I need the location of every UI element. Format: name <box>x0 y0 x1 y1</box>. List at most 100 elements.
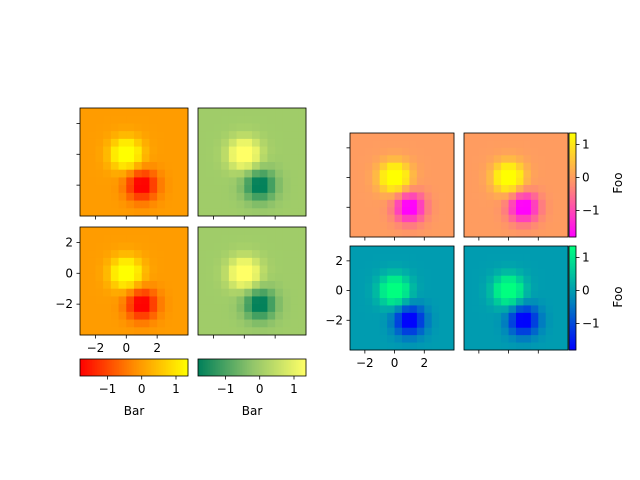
heatmap-cell <box>198 304 207 313</box>
colorbar-segment <box>233 359 236 376</box>
colorbar-segment <box>258 359 261 376</box>
heatmap-cell <box>134 115 143 124</box>
heatmap-cell <box>560 185 569 193</box>
colorbar-segment <box>569 267 576 270</box>
colorbar-segment <box>569 348 576 351</box>
heatmap-cell <box>394 312 403 321</box>
colorbar-segment <box>569 194 576 197</box>
heatmap-cell <box>213 265 222 274</box>
heatmap-cell <box>126 185 135 194</box>
heatmap-cell <box>80 288 89 297</box>
heatmap-cell <box>205 108 214 117</box>
right-panel-bottom-left: −2 0 220−2 <box>325 245 455 370</box>
colorbar-segment <box>569 172 576 175</box>
y-tick-label: 2 <box>335 254 343 268</box>
heatmap-cell <box>228 265 237 274</box>
heatmap-cell <box>275 234 284 243</box>
heatmap-cell <box>478 335 487 343</box>
colorbar-segment <box>110 359 113 376</box>
heatmap-cell <box>221 273 230 282</box>
heatmap-cell <box>282 108 291 117</box>
heatmap-cell <box>141 227 150 236</box>
heatmap-cell <box>416 229 425 238</box>
colorbar-segment <box>569 340 576 343</box>
heatmap-cell <box>172 162 181 171</box>
heatmap-cell <box>252 185 261 194</box>
heatmap-cell <box>80 123 89 132</box>
heatmap-cell <box>402 192 410 201</box>
heatmap-cell <box>236 281 245 290</box>
heatmap-cell <box>157 123 166 132</box>
heatmap-cell <box>282 281 291 290</box>
panel-frame <box>349 245 455 351</box>
heatmap-cell <box>508 155 517 164</box>
heatmap-cell <box>118 327 127 336</box>
heatmap-cell <box>252 281 261 290</box>
colorbar-segment <box>115 359 118 376</box>
heatmap-cell <box>478 207 487 216</box>
heatmap-cell <box>149 138 158 147</box>
heatmap-cell <box>110 138 119 147</box>
heatmap-cell <box>221 234 230 243</box>
heatmap-cell <box>387 260 395 269</box>
heatmap-cell <box>275 138 284 147</box>
heatmap-cell <box>486 140 495 149</box>
colorbar-segment <box>569 154 576 157</box>
heatmap-cell <box>464 229 472 238</box>
heatmap-cell <box>530 177 539 186</box>
colorbar-segment <box>198 359 201 376</box>
heatmap-cell <box>553 222 561 230</box>
heatmap-cell <box>471 214 480 223</box>
heatmap-cell <box>530 283 539 291</box>
heatmap-cell <box>464 214 472 223</box>
heatmap-cell <box>538 155 547 164</box>
colorbar-segment <box>98 359 101 376</box>
heatmap-cell <box>501 283 509 291</box>
heatmap-cell <box>446 290 455 299</box>
heatmap-cell <box>394 185 403 193</box>
heatmap-cell <box>228 311 237 320</box>
heatmap-cell <box>431 283 440 291</box>
heatmap-cell <box>416 298 425 306</box>
heatmap-cell <box>221 146 230 155</box>
heatmap-cell <box>523 133 532 141</box>
heatmap-cell <box>87 115 96 124</box>
heatmap-cell <box>213 327 222 336</box>
heatmap-cell <box>252 234 261 243</box>
colorbar-tick-label: −1 <box>582 317 600 331</box>
heatmap-cell <box>516 170 524 178</box>
heatmap-cell <box>236 162 245 171</box>
heatmap-cell <box>364 214 373 223</box>
heatmap-cell <box>357 192 366 201</box>
heatmap-cell <box>416 305 425 314</box>
heatmap-cell <box>516 147 524 156</box>
heatmap-cell <box>478 283 487 291</box>
heatmap-cell <box>298 169 307 178</box>
heatmap-cell <box>290 242 299 251</box>
heatmap-cell <box>545 268 554 277</box>
heatmap-cell <box>424 298 433 306</box>
heatmap-cell <box>149 169 158 178</box>
heatmap-cell <box>471 140 480 149</box>
heatmap-cell <box>402 185 410 193</box>
heatmap-cell <box>464 275 472 284</box>
heatmap-cell <box>538 133 547 141</box>
heatmap-cell <box>379 140 388 149</box>
heatmap-cell <box>141 131 150 140</box>
heatmap-cell <box>157 162 166 171</box>
heatmap-cell <box>103 208 112 217</box>
heatmap-cell <box>149 281 158 290</box>
heatmap-cell <box>394 140 403 149</box>
heatmap-cell <box>172 146 181 155</box>
heatmap-cell <box>80 177 89 186</box>
heatmap-cell <box>402 229 410 238</box>
heatmap-cell <box>213 257 222 266</box>
heatmap-cell <box>110 227 119 236</box>
colorbar-segment <box>169 359 172 376</box>
colorbar-segment <box>569 157 576 160</box>
heatmap-cell <box>501 342 509 351</box>
heatmap-cell <box>493 185 502 193</box>
colorbar-segment <box>569 160 576 163</box>
heatmap-cell <box>298 311 307 320</box>
heatmap-cell <box>157 296 166 305</box>
